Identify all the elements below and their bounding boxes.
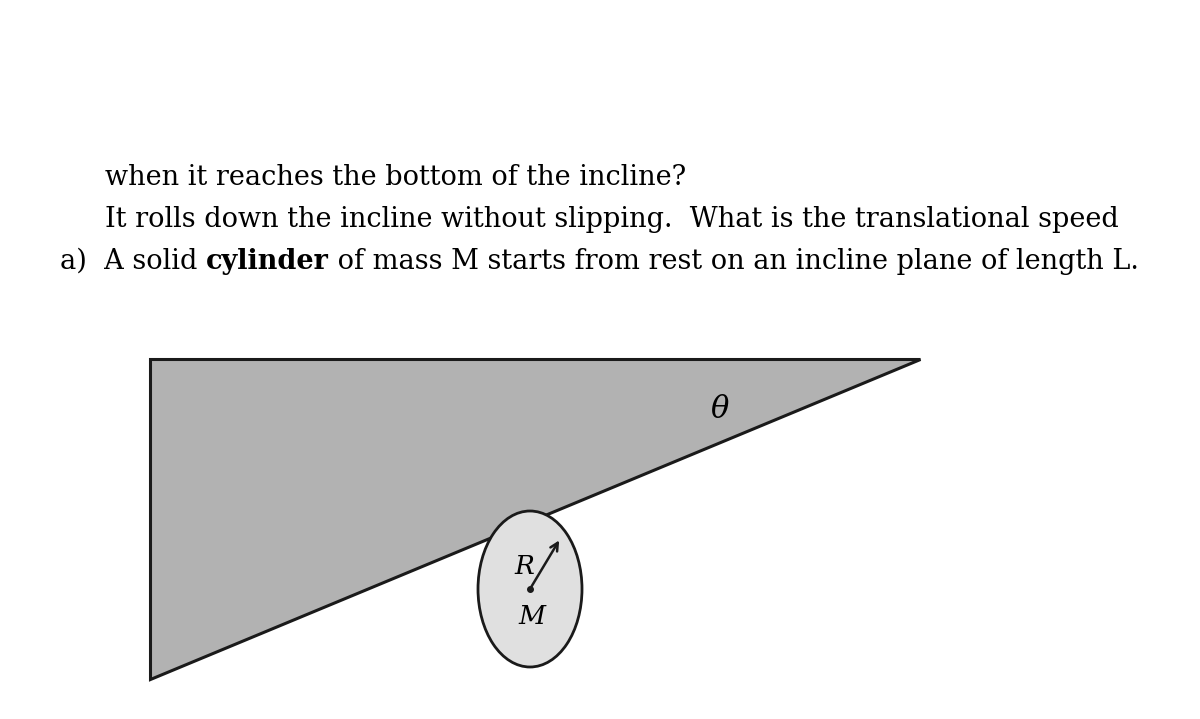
- Text: R: R: [514, 554, 534, 580]
- Text: cylinder: cylinder: [206, 248, 329, 275]
- Text: a)  A solid: a) A solid: [60, 248, 206, 275]
- Text: of mass M starts from rest on an incline plane of length L.: of mass M starts from rest on an incline…: [329, 248, 1139, 275]
- Text: It rolls down the incline without slipping.  What is the translational speed: It rolls down the incline without slippi…: [106, 206, 1118, 233]
- Text: M: M: [518, 605, 546, 630]
- Text: θ: θ: [710, 393, 730, 424]
- Ellipse shape: [478, 511, 582, 667]
- Text: when it reaches the bottom of the incline?: when it reaches the bottom of the inclin…: [106, 164, 686, 191]
- Polygon shape: [150, 359, 920, 679]
